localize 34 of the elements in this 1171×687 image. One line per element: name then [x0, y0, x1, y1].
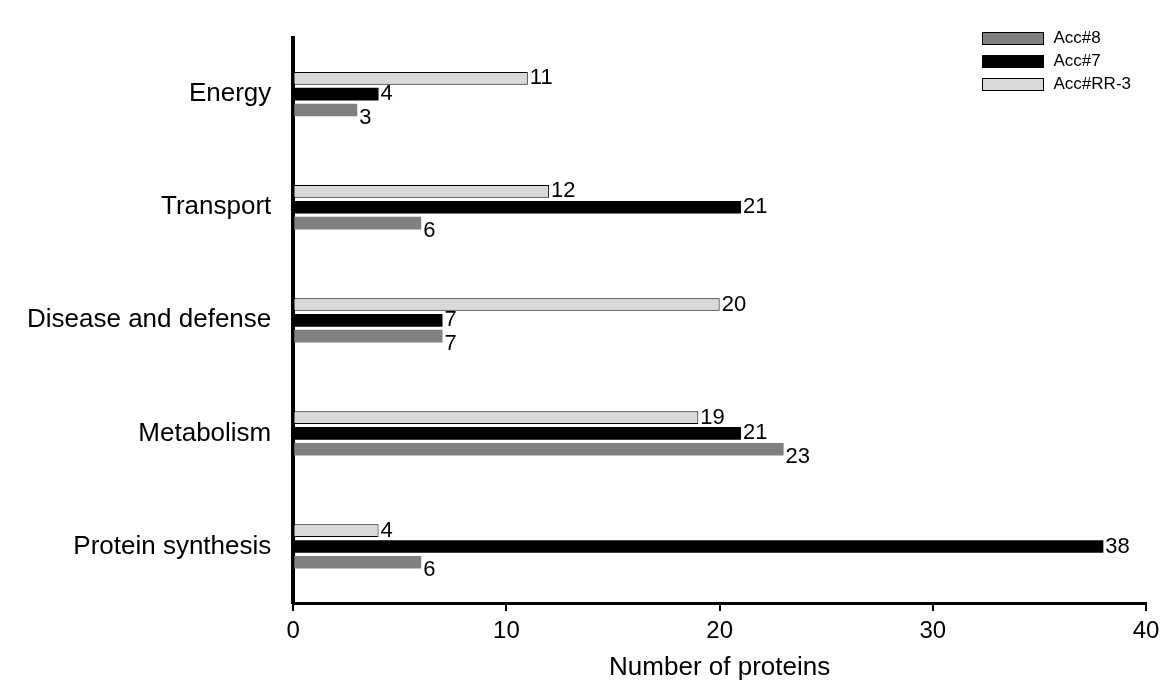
- bar: [294, 103, 358, 117]
- data-label: 11: [529, 64, 553, 90]
- bar: [294, 216, 422, 230]
- y-tick-label: Transport: [160, 190, 273, 221]
- x-tick-label: 40: [1132, 616, 1160, 644]
- y-tick-label: Disease and defense: [26, 303, 272, 334]
- data-label: 6: [423, 556, 436, 582]
- y-tick-label: Protein synthesis: [73, 529, 272, 560]
- x-tick-label: 30: [919, 616, 947, 644]
- data-label: 6: [423, 217, 436, 243]
- data-label: 7: [444, 306, 457, 332]
- data-label: 38: [1105, 532, 1130, 558]
- data-label: 12: [551, 177, 576, 203]
- y-tick-label: Energy: [188, 77, 272, 108]
- bar: [294, 329, 443, 343]
- legend-label: Acc#7: [1053, 51, 1101, 71]
- data-label: 21: [742, 419, 768, 445]
- y-tick-label: Metabolism: [138, 416, 272, 447]
- x-axis-title: Number of proteins: [609, 650, 831, 681]
- data-label: 20: [721, 290, 747, 316]
- x-tick-label: 0: [286, 616, 300, 644]
- data-label: 4: [380, 516, 393, 542]
- data-label: 23: [785, 443, 811, 469]
- data-label: 19: [700, 403, 725, 429]
- bar: [294, 555, 422, 569]
- legend-label: Acc#RR-3: [1053, 74, 1131, 94]
- x-tick-label: 20: [706, 616, 733, 644]
- data-label: 7: [444, 330, 457, 356]
- bar: [294, 442, 784, 456]
- data-label: 3: [359, 104, 372, 130]
- x-tick-label: 10: [493, 616, 520, 644]
- legend-label: Acc#8: [1053, 28, 1101, 48]
- data-label: 4: [380, 80, 393, 106]
- data-label: 21: [742, 193, 768, 219]
